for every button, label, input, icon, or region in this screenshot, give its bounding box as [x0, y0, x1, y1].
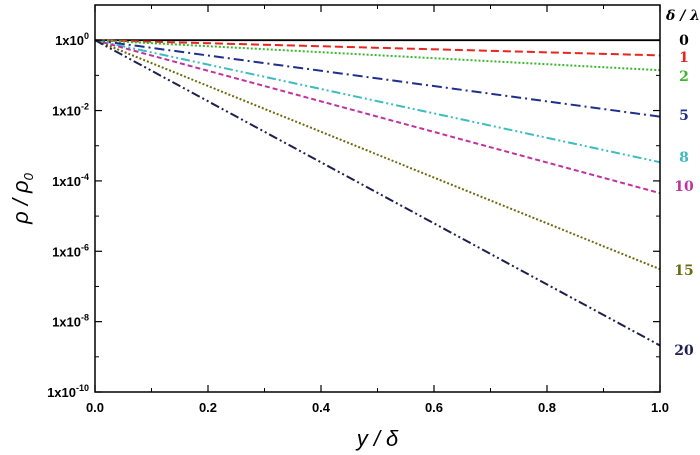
- y-tick-label: 1x100: [55, 31, 89, 48]
- y-tick-label: 1x10-4: [52, 172, 89, 189]
- x-tick-label: 0.8: [538, 400, 556, 415]
- y-tick-label: 1x10-6: [52, 242, 89, 259]
- y-tick-base: 1x10: [52, 315, 81, 330]
- y-tick-exponent: -10: [76, 383, 89, 393]
- y-tick-base: 1x10: [52, 244, 81, 259]
- plot-marks: [94, 39, 661, 347]
- y-tick-exponent: -4: [81, 172, 89, 182]
- plot-frame: [94, 4, 661, 393]
- x-tick-label: 0.4: [312, 400, 331, 415]
- x-axis-title: y / δ: [355, 426, 399, 451]
- series-labels: 01 2 5 8 10 15 20: [674, 33, 694, 359]
- axis-ticks: [94, 4, 661, 393]
- series-label-15: 15: [674, 263, 693, 279]
- y-tick-label: 1x10-2: [52, 102, 89, 119]
- series-label-1: 1: [679, 50, 689, 66]
- series-label-10: 10: [674, 179, 694, 195]
- y-axis-title-subscript: 0: [21, 172, 36, 180]
- series-label-5: 5: [679, 108, 689, 124]
- series-line-5: [94, 39, 661, 118]
- series-label-2: 2: [679, 69, 689, 85]
- y-axis-title-main: ρ / ρ: [8, 180, 33, 225]
- series-label-0: 0: [679, 33, 689, 49]
- y-tick-exponent: -8: [81, 313, 89, 323]
- series-line-15: [94, 39, 661, 271]
- series-line-2: [94, 39, 661, 72]
- y-tick-exponent: -2: [81, 102, 89, 112]
- x-tick-label: 0.0: [86, 400, 104, 415]
- y-tick-label: 1x10-10: [47, 383, 89, 400]
- y-tick-exponent: -6: [81, 242, 89, 252]
- series-label-20: 20: [674, 343, 694, 359]
- series-line-1: [94, 39, 661, 57]
- legend-title: δ / λ: [665, 8, 700, 24]
- x-tick-label: 0.6: [425, 400, 443, 415]
- series-line-8: [94, 39, 661, 164]
- x-tick-label: 0.2: [199, 400, 217, 415]
- y-tick-label: 1x10-8: [52, 313, 89, 330]
- series-label-8: 8: [679, 150, 689, 166]
- y-axis-title: ρ / ρ0: [8, 172, 36, 225]
- y-tick-base: 1x10: [52, 174, 81, 189]
- axis-tick-labels: 0.0 0.2 0.4 0.6 0.8 1.01x1001x10-21x10-41x10-…: [47, 31, 669, 415]
- series-line-20: [94, 39, 661, 347]
- y-tick-base: 1x10: [52, 104, 81, 119]
- y-tick-base: 1x10: [47, 385, 76, 400]
- series-line-10: [94, 39, 661, 195]
- y-tick-base: 1x10: [55, 33, 84, 48]
- y-tick-exponent: 0: [84, 31, 89, 41]
- x-tick-label: 1.0: [651, 400, 669, 415]
